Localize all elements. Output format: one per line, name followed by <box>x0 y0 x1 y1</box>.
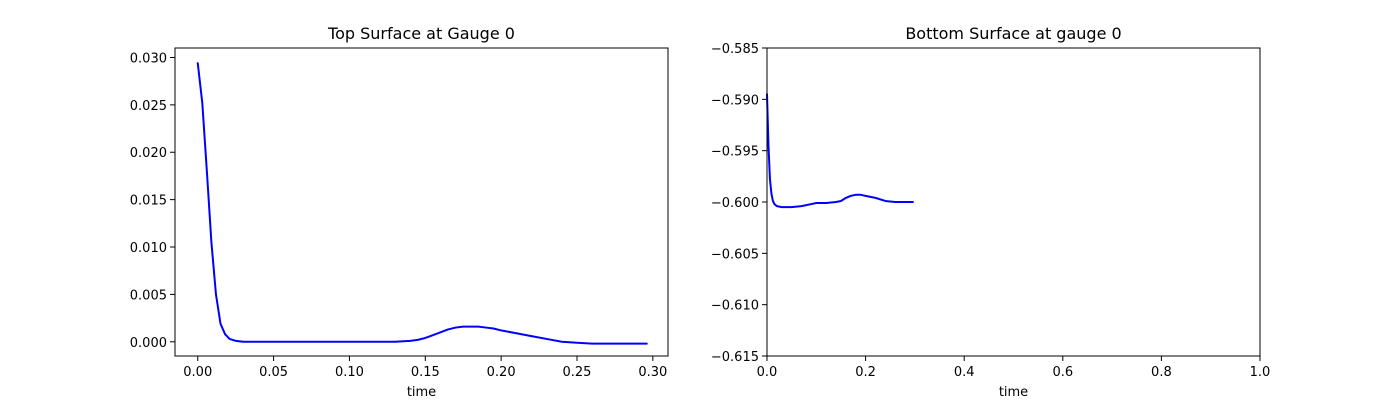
x-tick-label: 0.00 <box>183 365 212 380</box>
series-line <box>766 93 914 209</box>
y-tick-label: −0.605 <box>711 247 759 262</box>
bottom-surface-chart: Bottom Surface at gauge 0 0.0 0.2 0.4 0.6 0.8… <box>711 24 1270 400</box>
x-axis-label: time <box>407 385 436 400</box>
x-tick-label: 0.25 <box>563 365 592 380</box>
chart-title: Bottom Surface at gauge 0 <box>905 24 1121 43</box>
x-tick-label: 0.8 <box>1151 365 1172 380</box>
chart-title: Top Surface at Gauge 0 <box>327 24 515 43</box>
top-surface-chart: Top Surface at Gauge 0 0.00 0.05 0.10 0.15 0.… <box>130 24 669 400</box>
y-tick-label: −0.600 <box>711 196 759 211</box>
x-tick-label: 0.15 <box>411 365 440 380</box>
y-tick-label: 0.020 <box>130 146 167 161</box>
series-line <box>196 62 648 345</box>
y-tick-label: 0.030 <box>130 51 167 66</box>
y-tick-label: 0.005 <box>130 288 167 303</box>
y-tick-label: −0.615 <box>711 350 759 365</box>
y-tick-label: −0.595 <box>711 145 759 160</box>
x-tick-label: 1.0 <box>1250 365 1271 380</box>
x-tick-label: 0.30 <box>638 365 667 380</box>
x-axis-label: time <box>999 385 1028 400</box>
y-tick-label: 0.010 <box>130 241 167 256</box>
y-tick-label: 0.025 <box>130 99 167 114</box>
x-tick-label: 0.4 <box>954 365 975 380</box>
y-tick-label: 0.015 <box>130 194 167 209</box>
plot-area <box>766 47 1261 357</box>
x-tick-label: 0.6 <box>1052 365 1073 380</box>
x-tick-label: 0.20 <box>487 365 516 380</box>
x-tick-label: 0.0 <box>757 365 778 380</box>
x-tick-label: 0.05 <box>259 365 288 380</box>
y-tick-label: −0.590 <box>711 93 759 108</box>
y-tick-label: −0.585 <box>711 42 759 57</box>
plot-area <box>174 47 669 357</box>
y-tick-label: −0.610 <box>711 299 759 314</box>
x-tick-label: 0.10 <box>335 365 364 380</box>
y-tick-label: 0.000 <box>130 336 167 351</box>
x-tick-label: 0.2 <box>855 365 876 380</box>
